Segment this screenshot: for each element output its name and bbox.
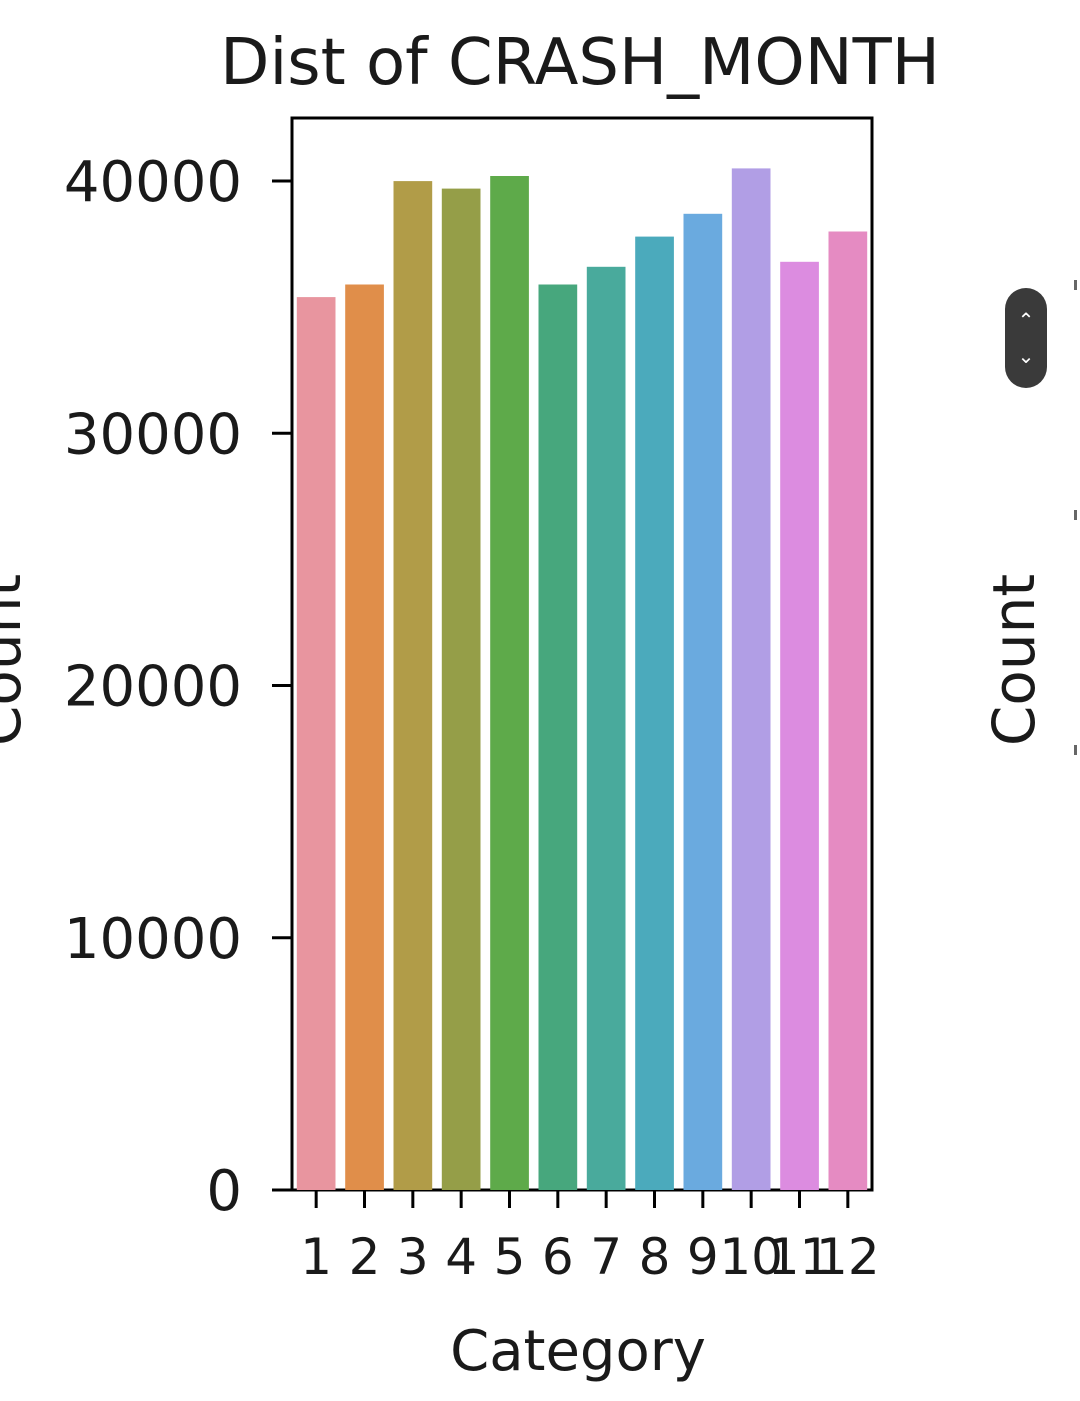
x-tick-label-12: 12: [816, 1228, 880, 1286]
bar-9: [683, 213, 723, 1191]
neighbor-chart-edge: [1072, 280, 1080, 760]
bar-7: [586, 266, 626, 1190]
bar-10: [731, 168, 771, 1190]
bar-8: [635, 236, 674, 1191]
bar-3: [393, 181, 433, 1191]
bar-2: [345, 284, 384, 1190]
x-tick-label-8: 8: [639, 1228, 671, 1286]
x-tick-label-4: 4: [445, 1228, 477, 1286]
x-tick-label-6: 6: [542, 1228, 574, 1286]
chevron-up-icon[interactable]: ⌃: [1017, 308, 1035, 332]
y-axis: 0 10000 20000 30000 40000: [64, 150, 292, 1224]
bar-6: [538, 284, 578, 1190]
bar-5: [490, 176, 529, 1190]
y-tick-label-0: 0: [206, 1159, 242, 1224]
x-tick-label-2: 2: [349, 1228, 381, 1286]
x-tick-label-10: 10: [719, 1228, 783, 1286]
bars-group: [296, 168, 868, 1191]
y-tick-label-40000: 40000: [64, 150, 242, 215]
y-tick-label-20000: 20000: [64, 655, 242, 720]
x-tick-label-5: 5: [494, 1228, 526, 1286]
bar-1: [296, 297, 336, 1191]
x-tick-label-3: 3: [397, 1228, 429, 1286]
bar-11: [780, 261, 819, 1190]
bar-4: [441, 188, 481, 1191]
neighbor-y-axis-label: Count: [980, 574, 1048, 746]
x-tick-label-11: 11: [768, 1228, 832, 1286]
x-tick-label-1: 1: [300, 1228, 332, 1286]
x-axis-label: Category: [450, 1319, 706, 1384]
plot-area: [290, 116, 874, 1192]
scroll-control[interactable]: ⌃ ⌄: [1005, 288, 1047, 388]
y-tick-label-10000: 10000: [64, 907, 242, 972]
chevron-down-icon[interactable]: ⌄: [1017, 344, 1035, 368]
y-tick-label-30000: 30000: [64, 402, 242, 467]
x-tick-label-9: 9: [687, 1228, 719, 1286]
chart-title: Dist of CRASH_MONTH: [220, 26, 940, 100]
bar-12: [828, 231, 868, 1190]
x-tick-label-7: 7: [590, 1228, 622, 1286]
y-axis-label: Count: [0, 574, 34, 746]
